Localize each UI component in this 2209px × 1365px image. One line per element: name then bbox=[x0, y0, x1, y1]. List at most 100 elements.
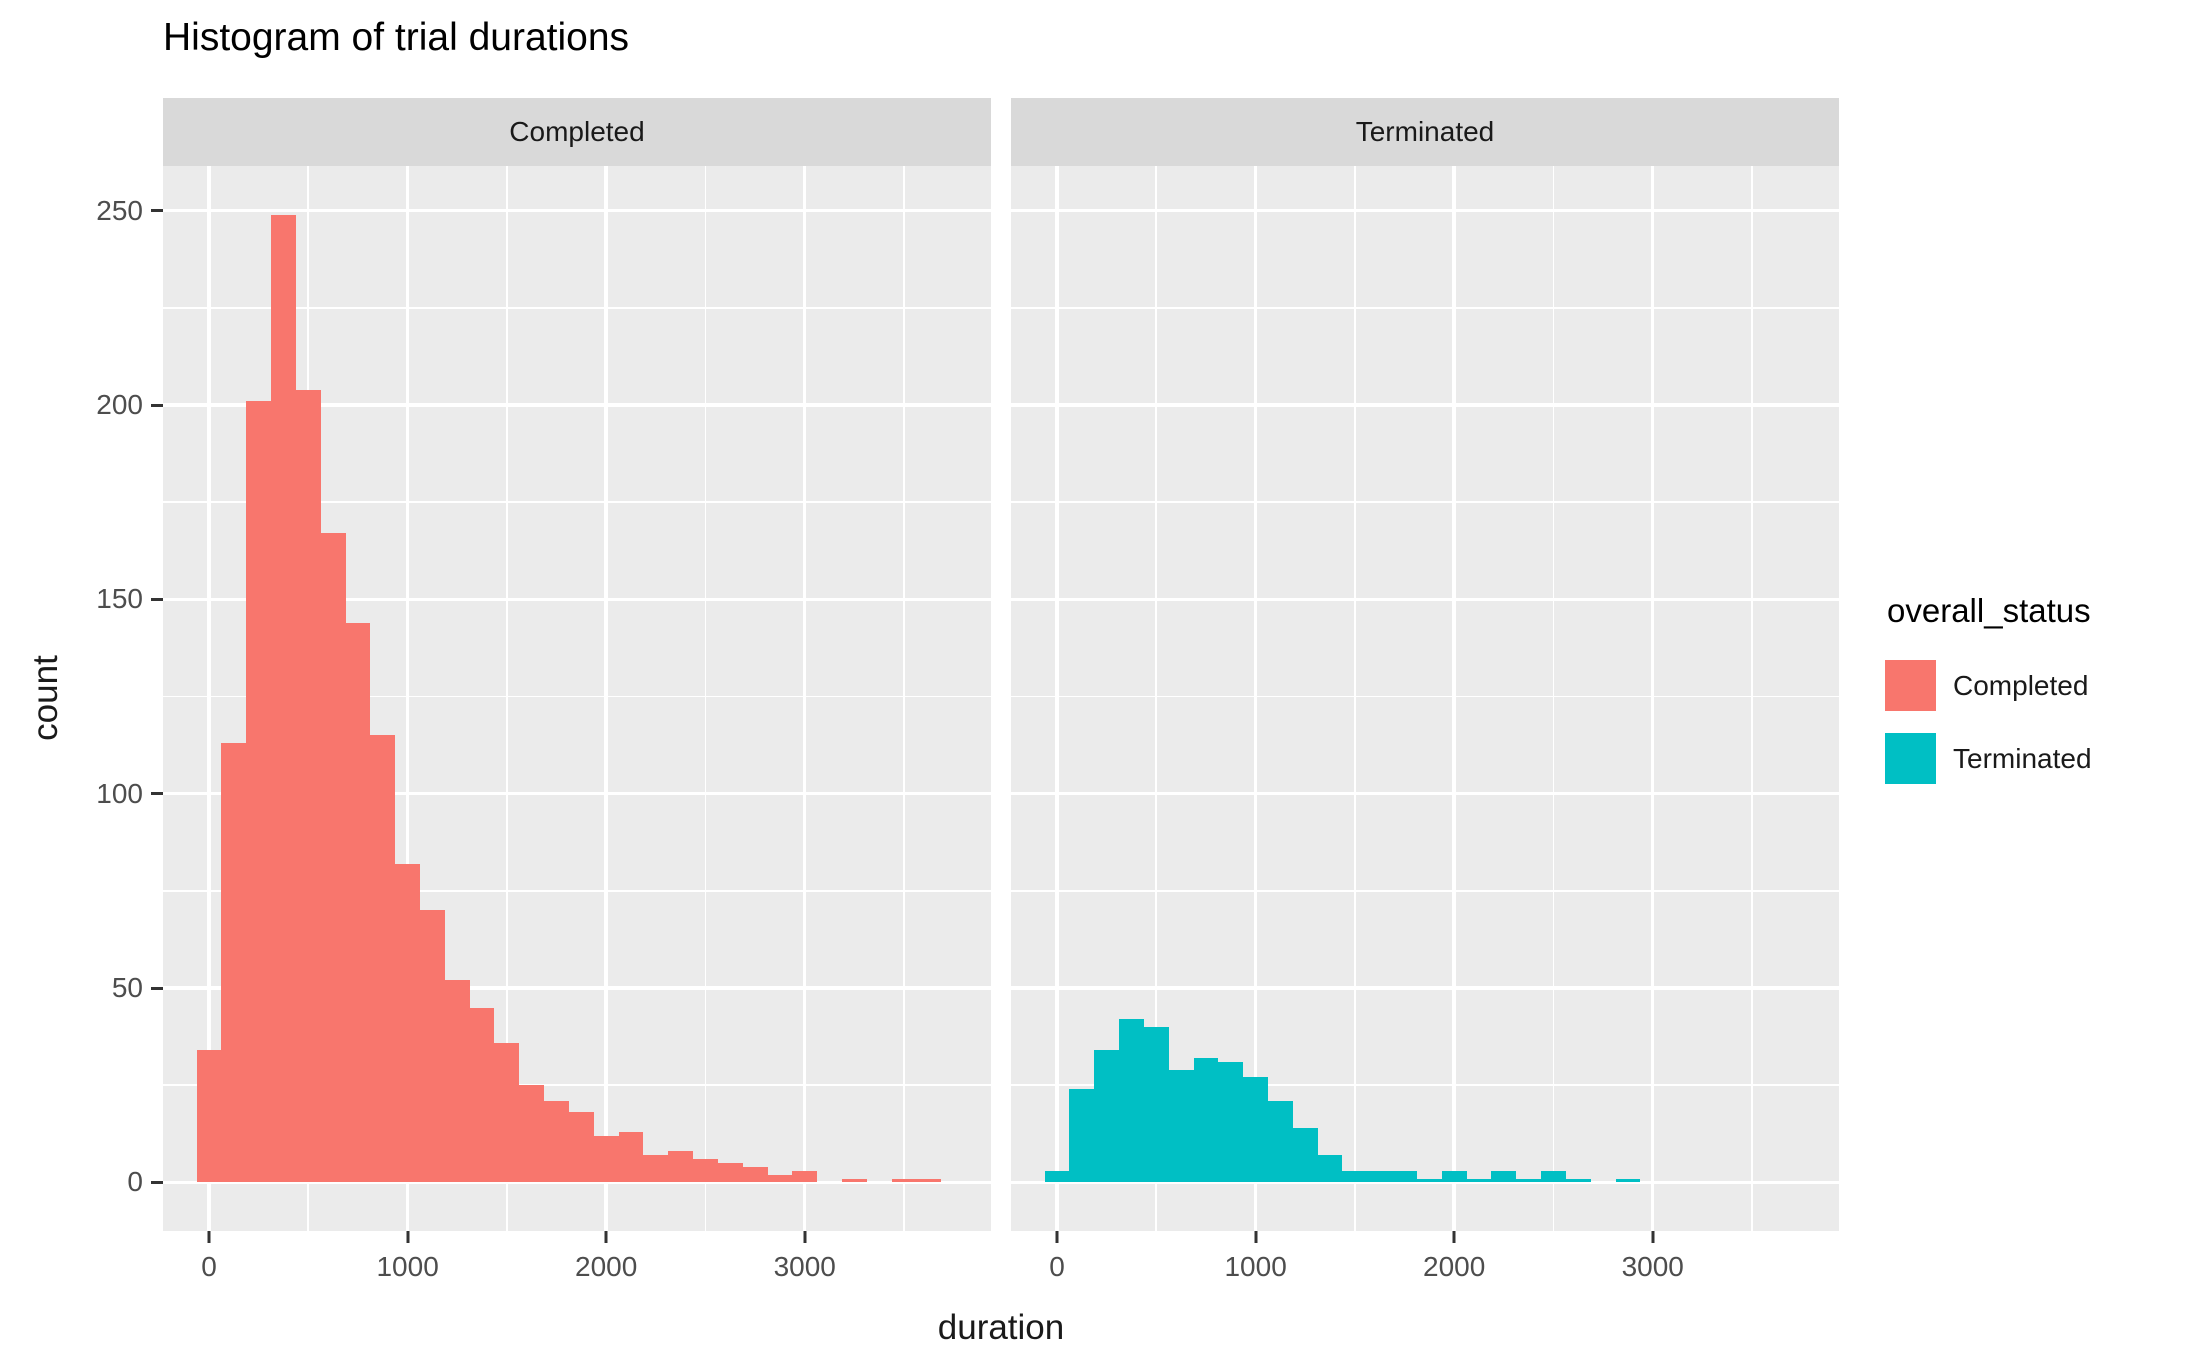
histogram-bar bbox=[643, 1155, 669, 1183]
gridline-minor-x bbox=[506, 166, 508, 1231]
gridline-minor-x bbox=[1354, 166, 1356, 1231]
gridline-minor-x bbox=[903, 166, 905, 1231]
histogram-bar bbox=[1541, 1170, 1566, 1183]
histogram-bar bbox=[717, 1163, 743, 1183]
gridline-minor-y bbox=[1011, 501, 1839, 504]
gridline-major-x bbox=[1055, 166, 1059, 1231]
x-tick-label: 3000 bbox=[1621, 1251, 1684, 1282]
legend-label: Completed bbox=[1953, 669, 2089, 701]
panel-terminated bbox=[1011, 166, 1839, 1231]
x-tick-mark bbox=[803, 1231, 807, 1243]
gridline-major-y bbox=[1011, 403, 1839, 407]
x-tick-mark bbox=[604, 1231, 608, 1243]
histogram-bar bbox=[1168, 1069, 1194, 1183]
x-tick-label: 1000 bbox=[376, 1251, 439, 1282]
histogram-bar bbox=[593, 1135, 619, 1183]
gridline-major-y bbox=[1011, 597, 1839, 602]
gridline-major-y bbox=[163, 986, 991, 990]
gridline-major-y bbox=[1011, 208, 1839, 213]
panel-completed bbox=[163, 166, 991, 1231]
gridline-major-y bbox=[163, 208, 991, 213]
y-axis-title: count bbox=[26, 655, 65, 741]
histogram-bar bbox=[469, 1007, 495, 1183]
x-tick-mark bbox=[1452, 1231, 1456, 1243]
histogram-bar bbox=[196, 1050, 222, 1183]
histogram-bar bbox=[1342, 1170, 1368, 1183]
y-tick-label: 200 bbox=[96, 389, 143, 421]
x-axis-labels: 0 1000 2000 3000 bbox=[1011, 1251, 1839, 1291]
legend-swatch-icon bbox=[1885, 660, 1936, 711]
gridline-major-y bbox=[1011, 1180, 1839, 1185]
x-tick-mark bbox=[406, 1231, 410, 1243]
histogram-bar bbox=[1441, 1170, 1467, 1183]
histogram-bar bbox=[1367, 1170, 1393, 1183]
histogram-bar bbox=[1268, 1100, 1293, 1183]
y-axis-ticks bbox=[151, 166, 163, 1231]
gridline-minor-y bbox=[163, 1084, 991, 1087]
histogram-bar bbox=[271, 214, 296, 1183]
gridline-major-y bbox=[1011, 986, 1839, 990]
x-tick-label: 3000 bbox=[773, 1251, 836, 1282]
gridline-major-y bbox=[163, 597, 991, 602]
legend: overall_status Completed Terminated bbox=[1885, 592, 2092, 806]
legend-label: Terminated bbox=[1953, 742, 2092, 774]
histogram-bar bbox=[1094, 1050, 1120, 1183]
histogram-bar bbox=[767, 1174, 793, 1183]
facet-strip-label: Terminated bbox=[1355, 116, 1495, 147]
histogram-bar bbox=[1143, 1026, 1169, 1183]
x-tick-mark bbox=[1651, 1231, 1655, 1243]
gridline-major-x bbox=[604, 166, 608, 1231]
gridline-minor-y bbox=[1011, 1084, 1839, 1087]
histogram-bar bbox=[841, 1178, 867, 1183]
y-axis-labels: 0 50 100 150 200 250 bbox=[0, 166, 143, 1231]
gridline-major-y bbox=[1011, 791, 1839, 796]
facet-strip-completed: Completed bbox=[163, 98, 991, 166]
histogram-bar bbox=[1392, 1170, 1417, 1183]
histogram-bar bbox=[1292, 1128, 1318, 1183]
gridline-minor-y bbox=[163, 306, 991, 309]
y-tick-mark bbox=[151, 792, 163, 796]
histogram-bar bbox=[370, 735, 396, 1183]
y-tick-mark bbox=[151, 209, 163, 213]
y-tick-mark bbox=[151, 986, 163, 990]
histogram-bar bbox=[295, 389, 321, 1183]
histogram-bar bbox=[1044, 1170, 1070, 1183]
histogram-bar bbox=[444, 980, 470, 1183]
gridline-minor-y bbox=[163, 890, 991, 892]
histogram-bar bbox=[395, 863, 421, 1183]
gridline-minor-x bbox=[1552, 166, 1555, 1231]
x-tick-label: 0 bbox=[201, 1251, 217, 1282]
histogram-bar bbox=[1565, 1178, 1591, 1183]
histogram-bar bbox=[742, 1166, 768, 1183]
y-tick-label: 250 bbox=[96, 194, 143, 226]
histogram-bar bbox=[1615, 1178, 1641, 1183]
y-tick-label: 0 bbox=[127, 1166, 143, 1198]
histogram-bar bbox=[792, 1170, 818, 1183]
histogram-bar bbox=[1466, 1178, 1492, 1183]
gridline-minor-y bbox=[1011, 306, 1839, 309]
gridline-minor-x bbox=[704, 166, 707, 1231]
legend-title: overall_status bbox=[1887, 592, 2091, 629]
x-tick-label: 2000 bbox=[575, 1251, 638, 1282]
histogram-bar bbox=[916, 1178, 942, 1183]
histogram-bar bbox=[1317, 1155, 1343, 1183]
histogram-bar bbox=[1491, 1170, 1517, 1183]
x-tick-label: 1000 bbox=[1224, 1251, 1287, 1282]
legend-items: Completed Terminated bbox=[1885, 660, 2092, 784]
histogram-bar bbox=[320, 533, 346, 1183]
gridline-major-x bbox=[207, 166, 211, 1231]
histogram-bar bbox=[891, 1178, 917, 1183]
histogram-bar bbox=[544, 1100, 569, 1183]
histogram-bar bbox=[1416, 1178, 1442, 1183]
histogram-bar bbox=[668, 1151, 694, 1183]
x-axis-labels: 0 1000 2000 3000 bbox=[163, 1251, 991, 1291]
x-axis-title: duration bbox=[937, 1308, 1065, 1347]
x-tick-mark bbox=[1254, 1231, 1258, 1243]
x-axis-ticks bbox=[1011, 1231, 1839, 1243]
gridline-major-y bbox=[163, 1180, 991, 1185]
gridline-major-y bbox=[163, 791, 991, 796]
x-tick-mark bbox=[207, 1231, 211, 1243]
gridline-major-x bbox=[802, 166, 807, 1231]
y-tick-label: 150 bbox=[96, 583, 143, 615]
